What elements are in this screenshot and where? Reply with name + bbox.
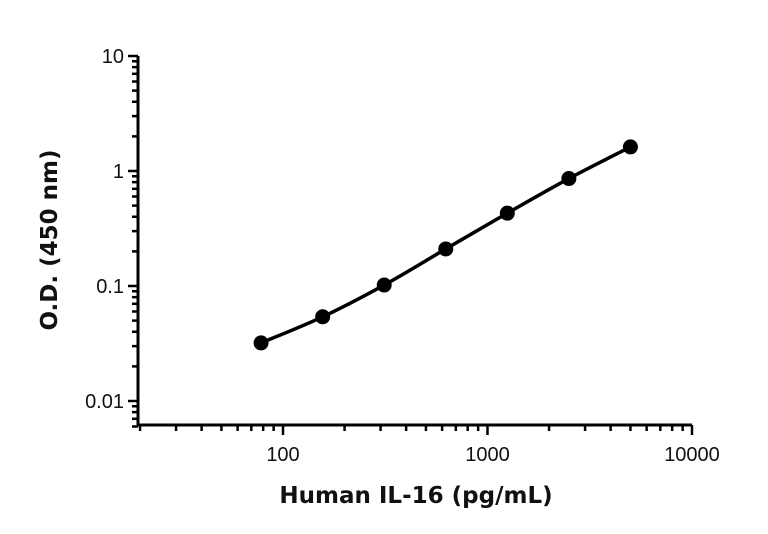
y-axis-title: O.D. (450 nm): [37, 149, 63, 330]
data-point: [438, 241, 454, 257]
y-axis: 0.01 0.1 1 10: [85, 46, 140, 428]
data-point: [376, 277, 392, 293]
x-tick-label: 10000: [664, 444, 720, 466]
y-tick-label: 0.01: [85, 391, 124, 413]
x-tick-label: 100: [266, 444, 299, 466]
y-tick-label: 1: [113, 161, 124, 183]
x-tick-label: 1000: [465, 444, 510, 466]
data-point: [499, 205, 515, 221]
y-tick-label: 10: [102, 46, 124, 68]
data-point: [622, 139, 638, 155]
data-point: [315, 309, 331, 325]
data-point: [561, 171, 577, 187]
data-point: [253, 335, 269, 351]
data-points: [253, 139, 638, 351]
y-tick-label: 0.1: [96, 276, 124, 298]
x-axis-title: Human IL-16 (pg/mL): [279, 483, 552, 509]
x-axis: 100 1000 10000: [136, 423, 720, 466]
